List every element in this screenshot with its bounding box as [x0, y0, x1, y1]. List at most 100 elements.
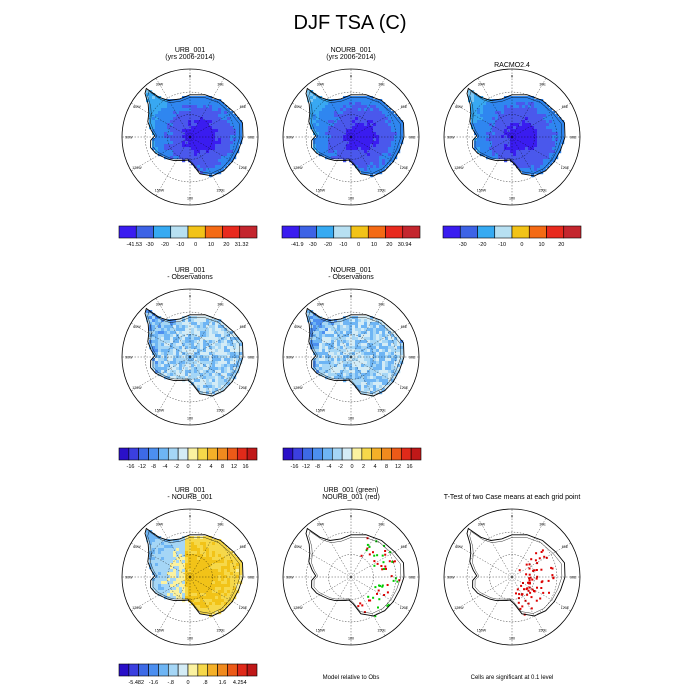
- significant-cell: [398, 579, 401, 582]
- colorbar-cell: [187, 225, 206, 239]
- colorbar-cell: [222, 225, 241, 239]
- significant-cell: [523, 613, 526, 616]
- lon-label: 30W: [317, 522, 325, 526]
- significant-cell: [515, 592, 517, 595]
- significant-cell: [525, 588, 528, 591]
- significant-cell: [389, 551, 392, 554]
- colorbar-label: 10: [539, 242, 545, 248]
- lon-label: 60W: [294, 105, 302, 109]
- significant-cell: [528, 563, 531, 566]
- significant-cell: [535, 569, 538, 571]
- significant-cell: [373, 560, 376, 563]
- significant-cell: [516, 588, 519, 591]
- significant-cell: [518, 593, 521, 596]
- significant-cell: [521, 593, 524, 596]
- panel-title-line: - Observations: [328, 274, 374, 281]
- colorbar-label: -4: [327, 464, 332, 470]
- colorbar-label: 1.6: [219, 680, 227, 686]
- colorbar-cell: [128, 447, 140, 461]
- significant-cell: [381, 554, 384, 557]
- heatmap-field: [146, 530, 243, 618]
- colorbar-label: 4: [373, 464, 376, 470]
- significant-cell: [520, 584, 523, 587]
- significant-cell: [535, 552, 538, 555]
- significant-cell: [543, 555, 546, 558]
- lon-label: 180: [187, 197, 193, 201]
- significant-cell: [532, 569, 535, 572]
- significant-cell: [368, 545, 371, 548]
- lon-label: 120E: [400, 606, 409, 610]
- significant-cell: [528, 582, 531, 585]
- lon-label: 90E: [248, 136, 255, 140]
- colorbar-cell: [546, 225, 565, 239]
- lon-label: 150W: [316, 409, 326, 413]
- footnote-ttest: Cells are significant at 0.1 level: [470, 675, 554, 681]
- colorbar-label: 0: [186, 464, 189, 470]
- colorbar-cell: [563, 225, 582, 239]
- lon-label: 120E: [239, 166, 248, 170]
- significant-cell: [536, 586, 538, 589]
- lon-label: 90W: [286, 576, 294, 580]
- panel-title-nourb-minus-obs: NOURB_001 - Observations: [291, 267, 411, 281]
- colorbar-cell: [361, 447, 373, 461]
- significant-cell: [381, 585, 384, 588]
- colorbar-cell: [158, 447, 169, 461]
- colorbar-label: 20: [558, 242, 564, 248]
- colorbar-label: .8: [203, 680, 208, 686]
- lon-label: 30E: [378, 302, 385, 306]
- colorbar-cell: [333, 225, 352, 239]
- colorbar-label: -41.53: [127, 242, 143, 248]
- colorbar-label: -30: [309, 242, 317, 248]
- lon-label: 120E: [239, 386, 248, 390]
- significant-cell: [528, 573, 531, 576]
- lon-label: 30E: [378, 82, 385, 86]
- panel-title-urb: URB_001 (yrs 2006-2014): [130, 47, 250, 61]
- significant-cell: [528, 577, 531, 580]
- colorbar-label: 30.94: [398, 242, 412, 248]
- lon-label: 150E: [216, 189, 225, 193]
- lon-label: 150W: [316, 189, 326, 193]
- significant-cell: [539, 597, 542, 600]
- colorbar-cell: [391, 447, 402, 461]
- colorbar-label: -2: [338, 464, 343, 470]
- lon-label: 150W: [316, 629, 326, 633]
- colorbar-label: 0: [520, 242, 523, 248]
- colorbar-label: 12: [395, 464, 401, 470]
- lon-label: 0: [350, 514, 352, 518]
- lon-label: 150E: [538, 189, 547, 193]
- colorbar-label: 20: [386, 242, 392, 248]
- colorbar-label: -20: [324, 242, 332, 248]
- colorbar-label: 4: [209, 464, 212, 470]
- lon-label: 60W: [455, 105, 463, 109]
- significant-cell: [376, 562, 379, 565]
- significant-cell: [391, 560, 394, 563]
- lon-label: 120E: [400, 166, 409, 170]
- lon-label: 150E: [538, 629, 547, 633]
- significant-cell: [377, 606, 379, 609]
- significant-cell: [519, 607, 522, 610]
- colorbar-cell: [138, 663, 149, 677]
- colorbar-cell: [322, 447, 333, 461]
- significant-cell: [374, 615, 377, 618]
- lon-label: 120W: [454, 166, 464, 170]
- colorbar-cell: [227, 447, 238, 461]
- colorbar-cell: [402, 225, 421, 239]
- colorbar-cell: [494, 225, 513, 239]
- lon-label: 120W: [454, 606, 464, 610]
- lon-label: 150E: [216, 409, 225, 413]
- significant-cell: [536, 575, 539, 578]
- colorbar-label: 10: [208, 242, 214, 248]
- lon-label: 180: [187, 637, 193, 641]
- lon-label: 180: [348, 417, 354, 421]
- lon-label: 30W: [317, 302, 325, 306]
- significant-cell: [531, 588, 534, 591]
- coastline: [144, 87, 244, 177]
- colorbar-cell: [217, 663, 228, 677]
- significant-cell: [368, 599, 370, 602]
- lon-label: 150W: [477, 629, 487, 633]
- significant-cell: [517, 601, 520, 604]
